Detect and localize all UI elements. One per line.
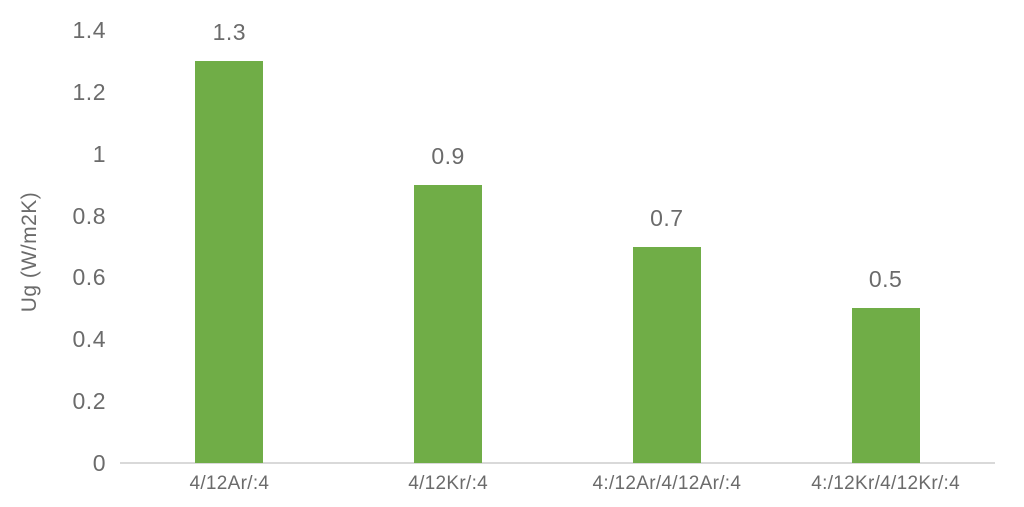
bar (632, 246, 701, 463)
x-category-label: 4/12Kr/:4 (408, 473, 489, 494)
y-tick-label: 0.4 (72, 326, 106, 353)
y-tick-label: 1 (92, 140, 106, 167)
bar-value-label: 0.9 (431, 142, 465, 169)
x-category-label: 4:/12Ar/4/12Ar/:4 (592, 473, 742, 494)
bar-value-label: 0.5 (868, 266, 903, 293)
bar-value-label: 0.7 (650, 204, 684, 231)
bar-value-label: 1.3 (212, 18, 247, 45)
x-category-label: 4:/12Kr/4/12Kr/:4 (811, 473, 960, 494)
y-tick-label: 1.2 (72, 78, 106, 105)
x-axis-line (120, 462, 995, 464)
y-tick-label: 1.4 (72, 17, 106, 43)
bar (851, 308, 920, 463)
bar (195, 60, 264, 463)
y-tick-label: 0 (92, 450, 106, 476)
bar (414, 184, 483, 463)
y-tick-label: 0.8 (72, 202, 106, 229)
x-category-label: 4/12Ar/:4 (189, 473, 270, 494)
y-tick-label: 0.2 (72, 388, 106, 415)
y-tick-label: 0.6 (72, 264, 106, 291)
